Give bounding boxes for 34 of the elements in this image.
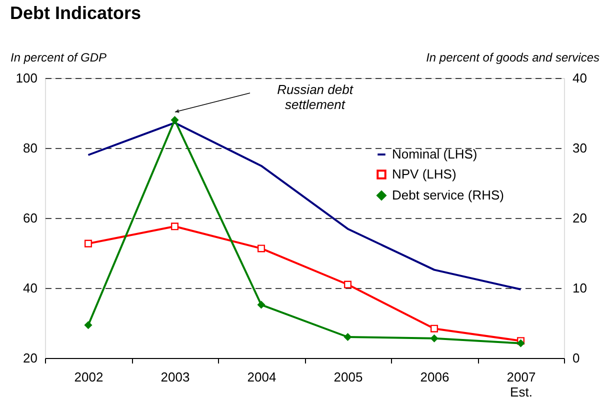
y-tick-label: 80 xyxy=(23,140,38,156)
x-tick-label: 2002 xyxy=(74,370,104,384)
legend-label: Nominal (LHS) xyxy=(392,146,478,162)
y2-tick-label: 10 xyxy=(572,280,587,296)
chart-title: Debt Indicators xyxy=(10,3,142,23)
y-tick-label: 60 xyxy=(23,210,38,226)
point xyxy=(430,334,438,342)
point xyxy=(170,116,179,124)
point xyxy=(430,324,438,332)
point xyxy=(257,244,266,252)
point xyxy=(516,340,525,348)
y2-tick-label: 40 xyxy=(572,70,587,86)
y2-tick-label: 20 xyxy=(572,210,587,226)
y2-axis-title: In percent of goods and services xyxy=(426,50,600,64)
point xyxy=(257,301,266,309)
y-tick-label: 20 xyxy=(23,350,38,366)
x-tick-label: 2003 xyxy=(160,370,190,384)
y2-tick-label: 30 xyxy=(572,140,587,156)
point xyxy=(84,240,92,248)
y-tick-label: 40 xyxy=(23,280,38,296)
x-tick-label: 2006 xyxy=(420,370,450,384)
y2-tick-label: 0 xyxy=(572,350,580,366)
x-tick-label: 2007 Est. xyxy=(506,370,536,400)
legend-label: NPV (LHS) xyxy=(392,166,456,182)
legend-label: Debt service (RHS) xyxy=(392,188,504,202)
point xyxy=(344,333,352,341)
x-tick-label: 2005 xyxy=(334,370,363,384)
point xyxy=(170,222,179,230)
x-tick-label: 2004 xyxy=(247,370,276,384)
annotation: Russian debt settlement xyxy=(277,82,354,112)
y-axis-title: In percent of GDP xyxy=(10,50,107,64)
y-tick-label: 100 xyxy=(16,70,38,86)
point xyxy=(344,280,352,288)
point xyxy=(84,321,92,329)
